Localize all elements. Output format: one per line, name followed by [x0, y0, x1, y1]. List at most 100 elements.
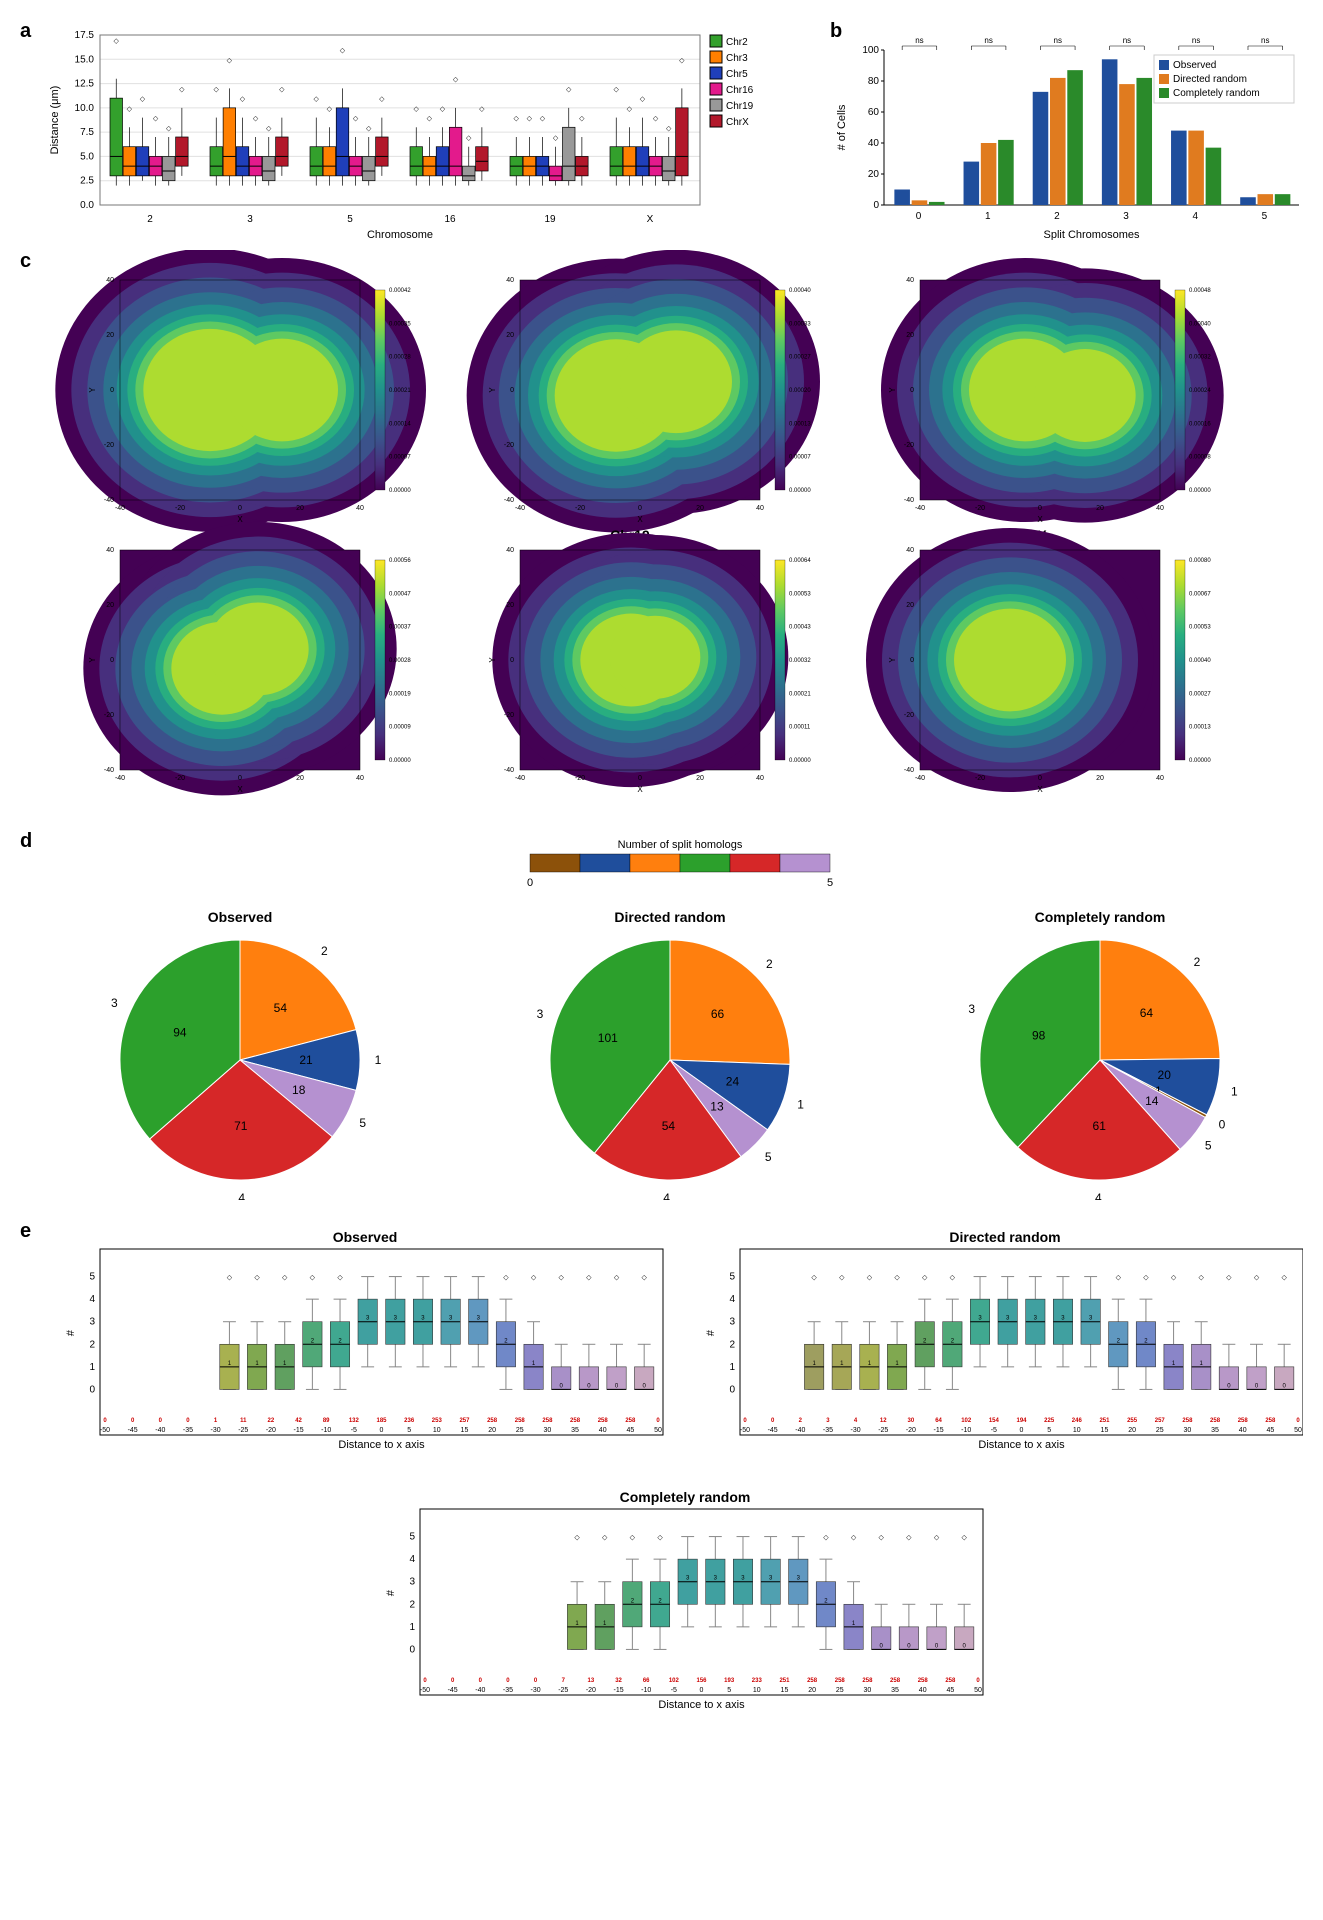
svg-text:◇: ◇ — [1199, 1275, 1205, 1282]
svg-text:24: 24 — [726, 1074, 740, 1088]
svg-text:4: 4 — [409, 1554, 415, 1565]
svg-text:5.0: 5.0 — [80, 151, 94, 162]
svg-text:2: 2 — [321, 944, 328, 958]
svg-text:-40: -40 — [115, 775, 125, 782]
svg-text:20: 20 — [506, 602, 514, 609]
svg-text:Chr16: Chr16 — [726, 85, 754, 96]
svg-text:-40: -40 — [515, 775, 525, 782]
svg-text:-40: -40 — [104, 767, 114, 774]
svg-text:0.00027: 0.00027 — [789, 355, 811, 361]
svg-text:-30: -30 — [531, 1687, 541, 1694]
svg-text:255: 255 — [1127, 1418, 1138, 1424]
svg-text:ns: ns — [985, 36, 993, 45]
svg-text:◇: ◇ — [553, 135, 559, 142]
svg-text:-10: -10 — [961, 1427, 971, 1434]
svg-text:◇: ◇ — [879, 1535, 885, 1542]
svg-text:◇: ◇ — [314, 96, 320, 103]
svg-text:Number of split homologs: Number of split homologs — [618, 839, 743, 851]
svg-text:258: 258 — [487, 1418, 498, 1424]
svg-text:40: 40 — [1156, 775, 1164, 782]
svg-text:-50: -50 — [740, 1427, 750, 1434]
svg-text:0.00035: 0.00035 — [389, 321, 411, 327]
svg-text:◇: ◇ — [479, 106, 485, 113]
svg-text:40: 40 — [599, 1427, 607, 1434]
svg-text:◇: ◇ — [353, 116, 359, 123]
svg-text:156: 156 — [696, 1678, 707, 1684]
svg-text:X: X — [1037, 515, 1043, 524]
svg-text:89: 89 — [323, 1418, 330, 1424]
svg-text:40: 40 — [868, 138, 880, 149]
svg-text:4: 4 — [854, 1418, 858, 1424]
svg-text:0: 0 — [159, 1418, 163, 1424]
svg-text:Directed random: Directed random — [614, 909, 725, 925]
svg-text:1: 1 — [797, 1098, 804, 1112]
svg-text:1: 1 — [985, 211, 991, 222]
svg-text:54: 54 — [662, 1119, 676, 1133]
svg-text:0: 0 — [510, 657, 514, 664]
svg-text:35: 35 — [891, 1687, 899, 1694]
svg-text:◇: ◇ — [579, 116, 585, 123]
svg-text:-40: -40 — [904, 497, 914, 504]
svg-text:-50: -50 — [420, 1687, 430, 1694]
svg-text:◇: ◇ — [839, 1275, 845, 1282]
svg-text:-25: -25 — [558, 1687, 568, 1694]
svg-text:◇: ◇ — [1116, 1275, 1122, 1282]
svg-text:◇: ◇ — [614, 1275, 620, 1282]
svg-text:60: 60 — [868, 107, 880, 118]
svg-text:101: 101 — [598, 1031, 618, 1045]
svg-text:40: 40 — [506, 547, 514, 554]
svg-text:5: 5 — [359, 1116, 366, 1130]
svg-text:1: 1 — [214, 1418, 218, 1424]
svg-text:Chr19: Chr19 — [726, 101, 754, 112]
svg-text:0: 0 — [638, 775, 642, 782]
svg-text:40: 40 — [756, 505, 764, 512]
svg-text:Y: Y — [888, 657, 897, 663]
svg-text:20: 20 — [488, 1427, 496, 1434]
svg-text:50: 50 — [654, 1427, 662, 1434]
svg-text:0.00014: 0.00014 — [389, 421, 411, 427]
svg-text:14: 14 — [1145, 1094, 1159, 1108]
svg-text:1: 1 — [409, 1622, 415, 1633]
svg-text:11: 11 — [240, 1418, 247, 1424]
svg-text:0: 0 — [1219, 1118, 1226, 1132]
svg-text:-45: -45 — [128, 1427, 138, 1434]
svg-text:32: 32 — [615, 1678, 622, 1684]
svg-text:25: 25 — [1156, 1427, 1164, 1434]
svg-text:0.00028: 0.00028 — [389, 355, 411, 361]
svg-text:-15: -15 — [293, 1427, 303, 1434]
svg-text:0.00040: 0.00040 — [1189, 658, 1211, 664]
svg-text:-50: -50 — [100, 1427, 110, 1434]
svg-text:◇: ◇ — [453, 77, 459, 84]
svg-text:257: 257 — [1155, 1418, 1166, 1424]
svg-text:3: 3 — [537, 1007, 544, 1021]
svg-text:◇: ◇ — [279, 86, 285, 93]
svg-text:◇: ◇ — [253, 116, 259, 123]
svg-text:◇: ◇ — [961, 1535, 967, 1542]
svg-text:1: 1 — [1231, 1085, 1238, 1099]
svg-text:10: 10 — [1073, 1427, 1081, 1434]
svg-text:20: 20 — [106, 602, 114, 609]
svg-text:0: 0 — [976, 1678, 980, 1684]
svg-text:0: 0 — [89, 1384, 95, 1395]
svg-text:◇: ◇ — [527, 116, 533, 123]
svg-text:12: 12 — [880, 1418, 887, 1424]
svg-text:-5: -5 — [671, 1687, 677, 1694]
svg-text:0: 0 — [700, 1687, 704, 1694]
svg-text:-5: -5 — [991, 1427, 997, 1434]
svg-text:4: 4 — [89, 1294, 95, 1305]
svg-text:-40: -40 — [504, 497, 514, 504]
svg-text:Distance to x axis: Distance to x axis — [338, 1439, 425, 1451]
svg-text:0: 0 — [1296, 1418, 1300, 1424]
svg-text:13: 13 — [588, 1678, 595, 1684]
svg-text:0: 0 — [527, 877, 533, 889]
svg-text:◇: ◇ — [566, 86, 572, 93]
svg-text:-20: -20 — [175, 505, 185, 512]
svg-text:Directed random: Directed random — [949, 1229, 1060, 1245]
svg-text:1: 1 — [375, 1053, 382, 1067]
svg-text:◇: ◇ — [310, 1275, 316, 1282]
svg-text:0.00032: 0.00032 — [1189, 355, 1211, 361]
svg-text:-35: -35 — [503, 1687, 513, 1694]
svg-text:1: 1 — [729, 1362, 735, 1373]
svg-text:-20: -20 — [904, 442, 914, 449]
svg-text:0.00016: 0.00016 — [1189, 421, 1211, 427]
